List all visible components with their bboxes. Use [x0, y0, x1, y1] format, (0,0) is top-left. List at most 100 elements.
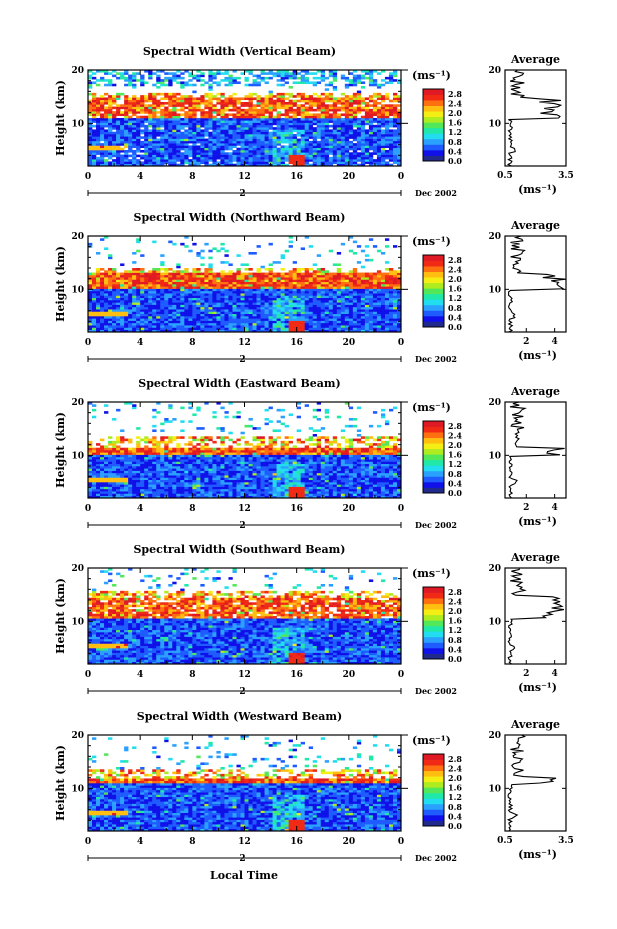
heatmap-cell [264, 136, 269, 139]
heatmap-cell [96, 311, 101, 315]
heatmap-cell [172, 274, 177, 278]
heatmap-cell [392, 288, 398, 292]
heatmap-cell [248, 95, 253, 98]
heatmap-cell [144, 163, 149, 167]
heatmap-cell [356, 297, 362, 301]
colorbar-tick-label: 1.6 [448, 284, 462, 294]
heatmap-cell [92, 159, 97, 162]
heatmap-cell [148, 318, 153, 321]
heatmap-cell [288, 134, 293, 137]
heatmap-cell [320, 102, 326, 105]
heatmap-cell [228, 120, 233, 123]
heatmap-cell [236, 293, 241, 296]
heatmap-cell [368, 118, 374, 121]
heatmap-cell [184, 136, 189, 139]
heatmap-cell [320, 106, 326, 110]
heatmap-cell [200, 152, 205, 155]
heatmap-cell [116, 302, 121, 305]
heatmap-cell [212, 281, 217, 285]
heatmap-cell [396, 274, 402, 278]
average-x-tick-label: 4 [552, 337, 558, 347]
heatmap-cell [232, 322, 237, 326]
heatmap-cell [284, 156, 289, 160]
heatmap-cell [340, 288, 346, 292]
heatmap-cell [368, 318, 374, 321]
heatmap-cell [376, 92, 382, 96]
heatmap-cell [388, 274, 394, 278]
heatmap-cell [292, 274, 297, 278]
heatmap-cell [280, 138, 285, 142]
heatmap-cell [92, 143, 97, 146]
heatmap-cell [112, 140, 117, 144]
heatmap-cell [272, 120, 277, 123]
heatmap-cell [92, 293, 97, 296]
heatmap-cell [108, 134, 113, 137]
heatmap-cell [220, 138, 225, 142]
heatmap-cell [368, 320, 374, 324]
heatmap-cell [272, 295, 277, 299]
heatmap-cell [244, 143, 249, 146]
heatmap-cell [200, 322, 205, 326]
heatmap-cell [376, 288, 382, 292]
colorbar-tick-label: 0.8 [448, 303, 462, 313]
heatmap-cell [204, 120, 209, 123]
heatmap-cell [264, 99, 269, 103]
heatmap-cell [384, 304, 390, 308]
heatmap-cell [256, 113, 261, 117]
heatmap-cell [388, 81, 394, 85]
heatmap-cell [112, 322, 117, 326]
heatmap-cell [188, 127, 193, 130]
heatmap-cell [176, 159, 181, 162]
heatmap-cell [256, 124, 261, 128]
heatmap-cell [144, 127, 149, 130]
heatmap-cell [356, 99, 362, 103]
heatmap-cell [360, 297, 366, 301]
heatmap-cell [208, 150, 213, 153]
heatmap-cell [216, 313, 221, 317]
heatmap-cell [168, 150, 173, 153]
heatmap-cell [224, 127, 229, 130]
heatmap-cell [364, 138, 370, 142]
heatmap-cell [160, 254, 165, 257]
heatmap-cell [192, 322, 197, 326]
heatmap-cell [172, 329, 177, 333]
heatmap-cell [280, 309, 285, 312]
heatmap-cell [280, 131, 285, 135]
heatmap-cell [388, 122, 394, 126]
heatmap-cell [276, 152, 281, 155]
heatmap-cell [300, 495, 305, 499]
heatmap-cell [272, 325, 277, 328]
heatmap-cell [316, 156, 322, 160]
heatmap-cell [160, 272, 165, 276]
heatmap-cell [256, 302, 261, 305]
heatmap-cell [180, 156, 185, 160]
heatmap-cell [172, 281, 177, 285]
heatmap-cell [156, 297, 161, 301]
heatmap-cell [172, 131, 177, 135]
heatmap-cell [332, 274, 338, 278]
heatmap-cell [284, 122, 289, 126]
heatmap-cell [280, 325, 285, 328]
heatmap-cell [236, 147, 241, 151]
heatmap-cell [136, 238, 141, 241]
heatmap-cell [220, 247, 225, 251]
heatmap-cell [288, 159, 293, 162]
heatmap-cell [204, 295, 209, 299]
heatmap-cell [200, 495, 205, 499]
heatmap-cell [132, 136, 137, 139]
heatmap-cell [276, 74, 281, 78]
heatmap-cell [128, 293, 133, 296]
heatmap-cell [224, 124, 229, 128]
heatmap-cell [388, 327, 394, 331]
heatmap-cell [252, 106, 257, 110]
heatmap-cell [344, 161, 350, 165]
heatmap-cell [344, 99, 350, 103]
heatmap-cell [368, 115, 374, 119]
heatmap-cell [332, 122, 338, 126]
heatmap-cell [196, 288, 201, 292]
heatmap-cell [320, 318, 326, 321]
colorbar-frame [422, 88, 445, 162]
heatmap-cell [184, 156, 189, 160]
heatmap-cell [320, 268, 326, 271]
heatmap-cell [396, 81, 402, 85]
